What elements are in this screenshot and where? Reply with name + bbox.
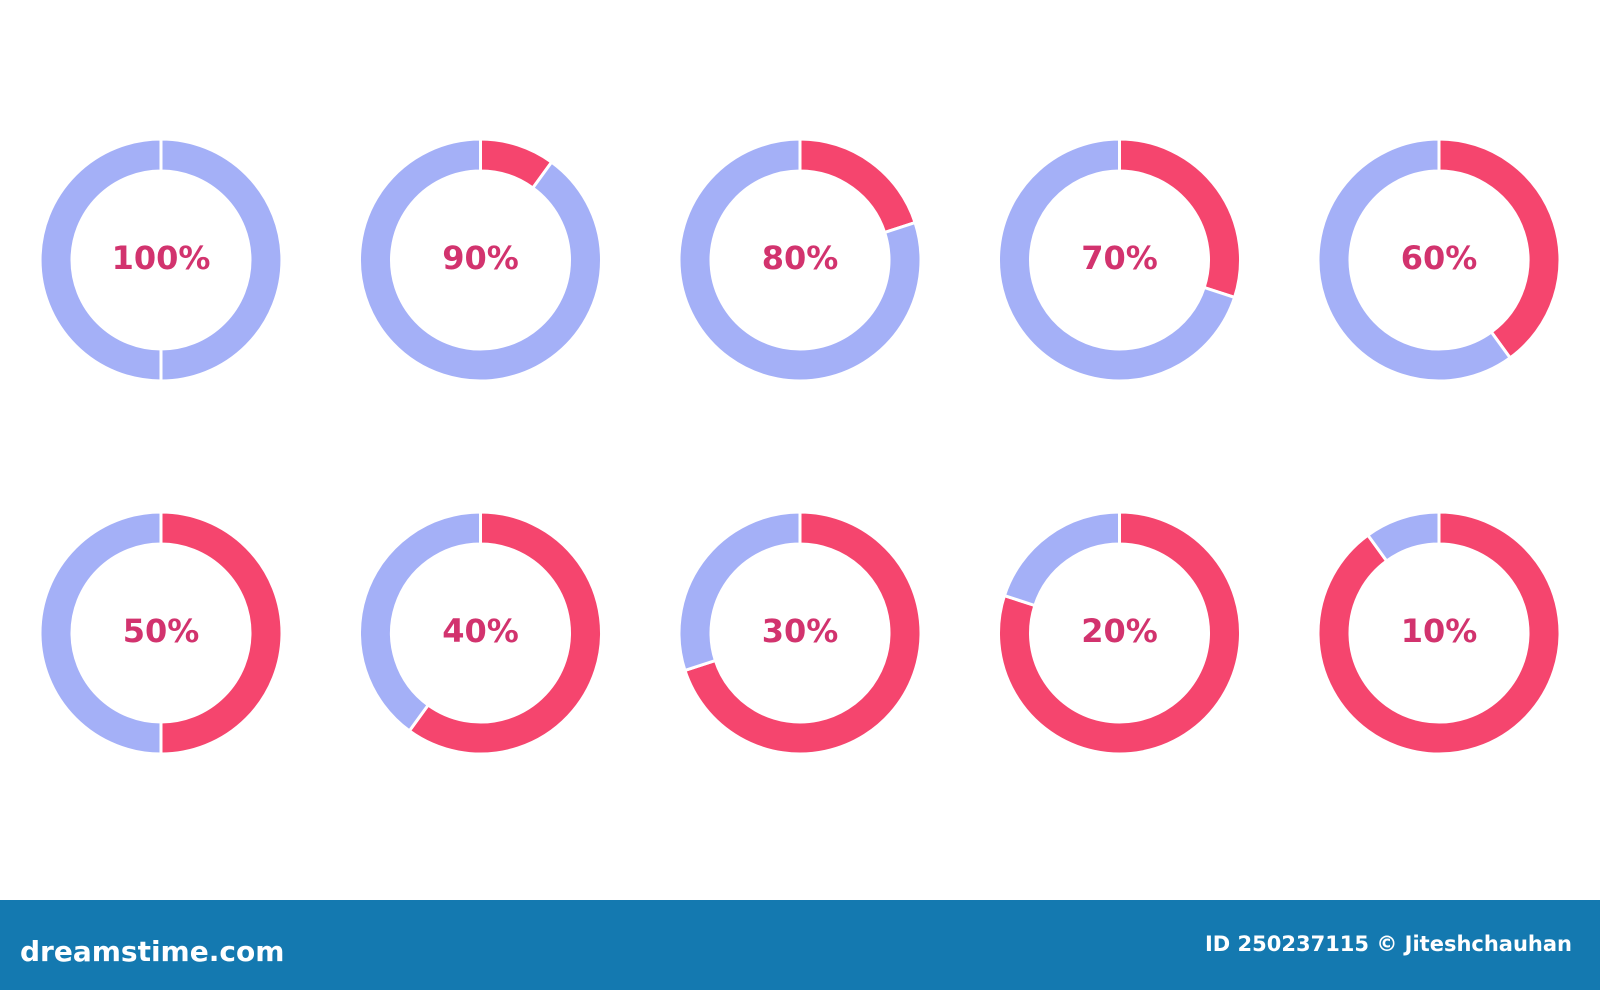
center-label: 30% <box>762 612 839 650</box>
donut-segment <box>677 137 923 383</box>
donut-segment <box>358 510 482 733</box>
donut-segment <box>1002 510 1121 608</box>
center-label: 40% <box>442 612 519 650</box>
donut-segment <box>38 510 163 756</box>
center-label: 10% <box>1401 612 1478 650</box>
footer-brand: dreamstime.com <box>20 935 284 968</box>
center-label: 60% <box>1401 239 1478 277</box>
center-label: 90% <box>442 239 519 277</box>
donut-segment <box>1316 510 1562 756</box>
donut-segment <box>358 137 603 383</box>
donut-segment <box>159 510 284 756</box>
center-label: 20% <box>1081 612 1158 650</box>
footer-credit: ID 250237115 © Jiteshchauhan <box>1205 932 1572 956</box>
center-label: 100% <box>112 239 211 277</box>
footer-bar <box>0 900 1600 990</box>
donut-segment <box>997 510 1242 756</box>
donut-segment <box>997 137 1237 383</box>
donut-segment <box>1316 137 1513 383</box>
donut-segment <box>38 137 284 383</box>
center-label: 70% <box>1081 239 1158 277</box>
donut-segment <box>407 510 603 756</box>
donut-segment <box>1437 137 1562 360</box>
center-label: 50% <box>123 612 200 650</box>
donut-segment <box>677 510 802 673</box>
donut-segment <box>683 510 923 756</box>
donut-segment <box>1365 510 1441 564</box>
center-label: 80% <box>762 239 839 277</box>
